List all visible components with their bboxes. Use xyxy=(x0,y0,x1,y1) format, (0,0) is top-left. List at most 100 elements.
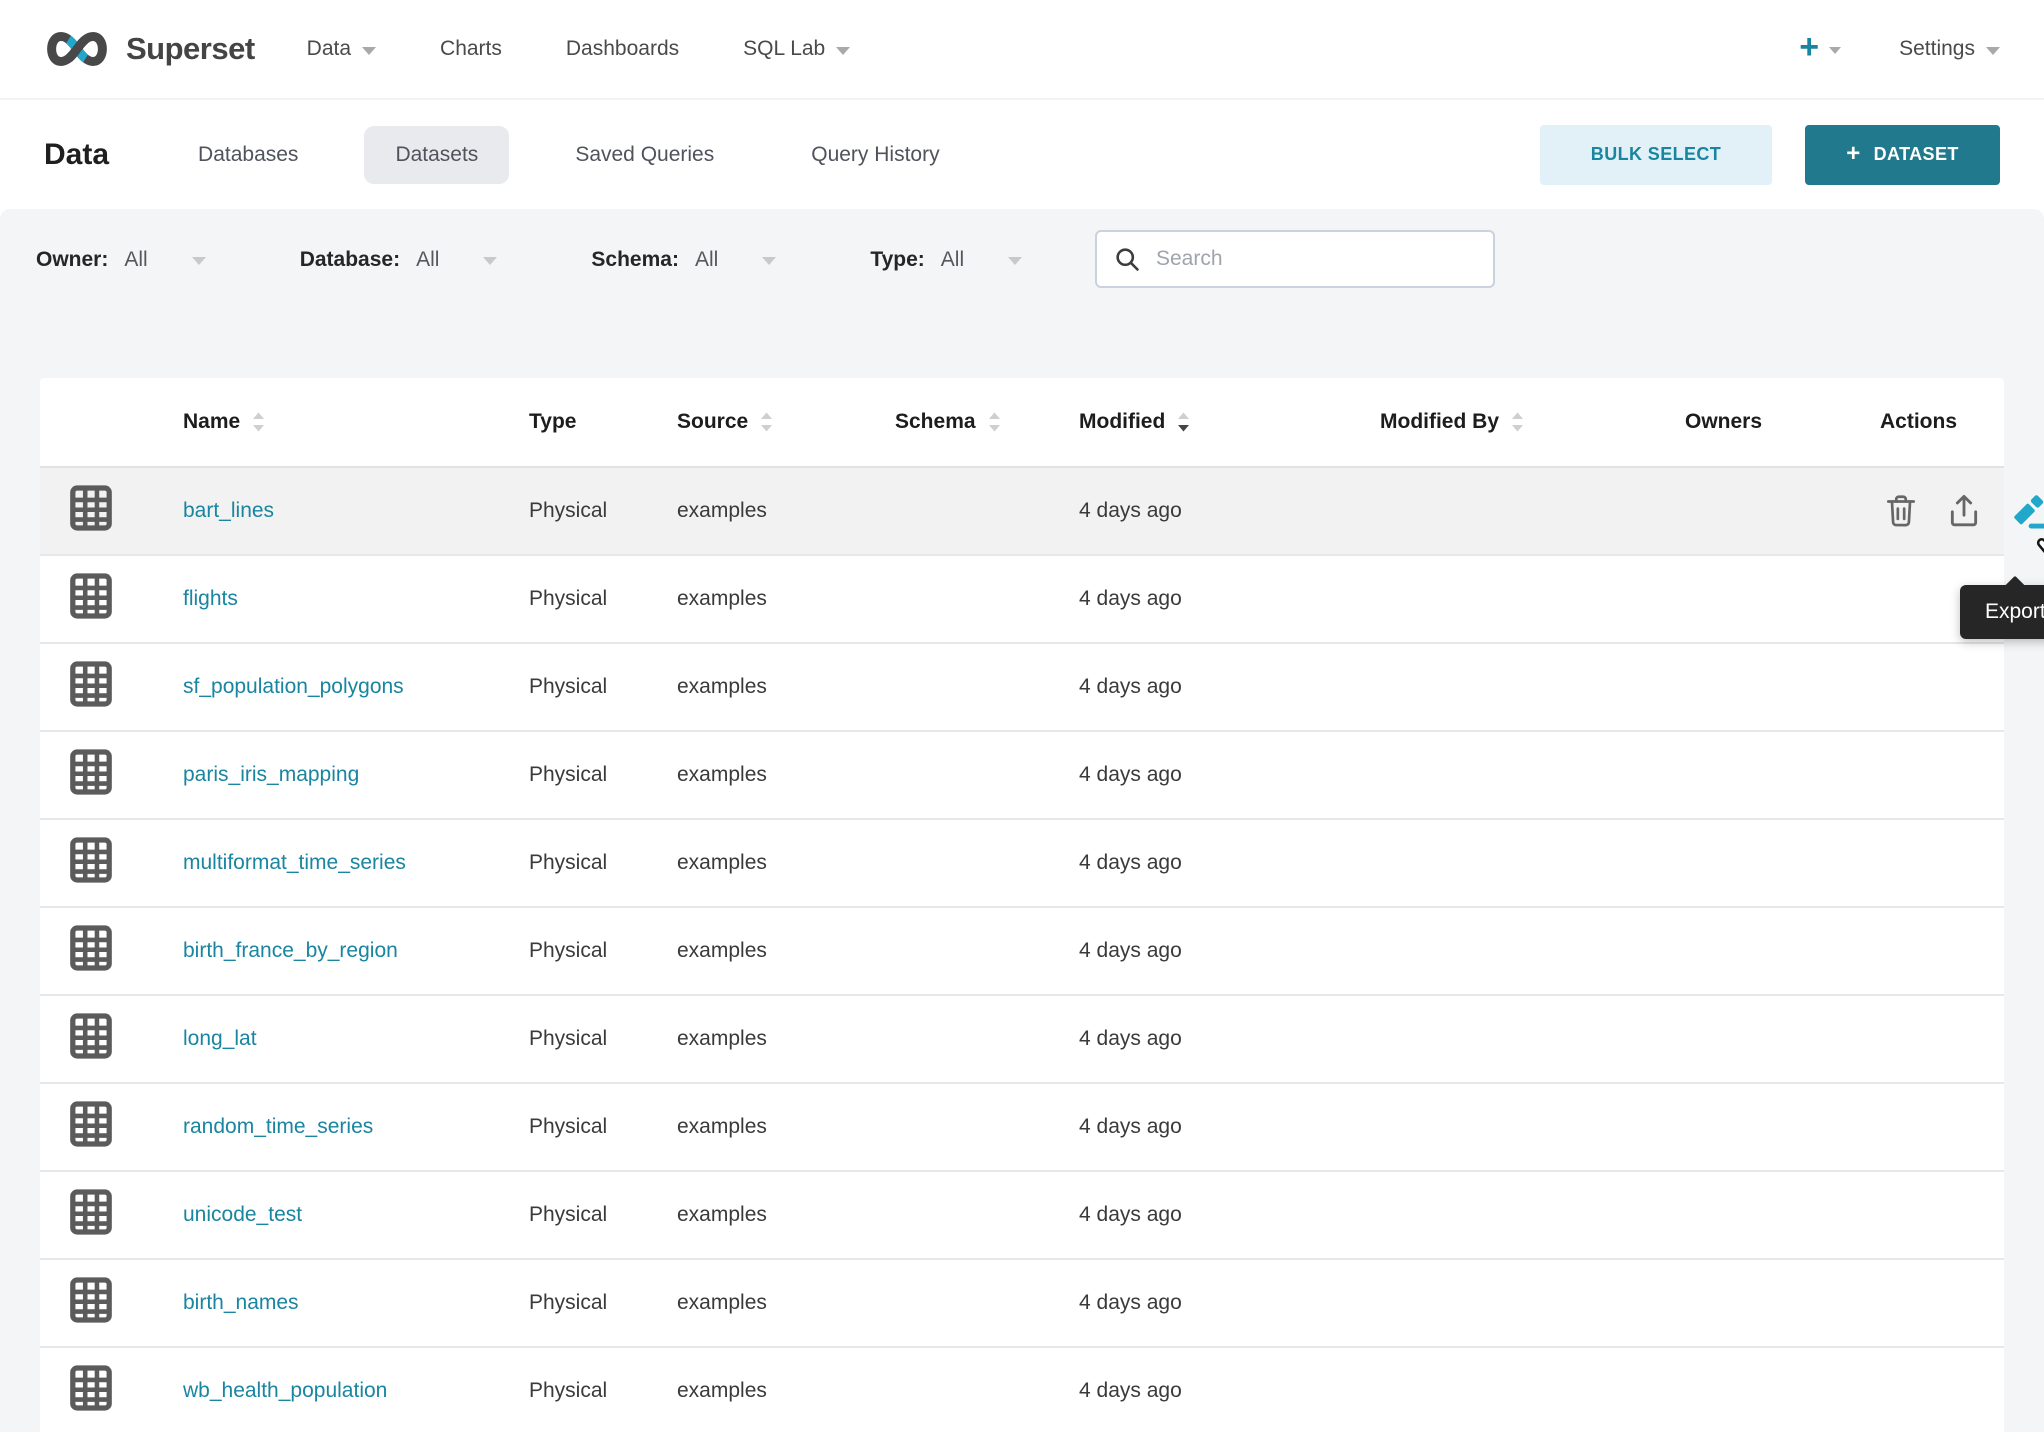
cell-source: examples xyxy=(677,499,767,522)
dataset-name-link[interactable]: paris_iris_mapping xyxy=(183,763,360,786)
dataset-table-icon xyxy=(70,925,112,971)
filter-bar: Owner: All Database: All Schema: All Typ… xyxy=(0,209,2044,310)
chevron-down-icon xyxy=(1829,47,1842,54)
table-row: paris_iris_mapping Physical examples 4 d… xyxy=(40,732,2004,820)
cell-modified: 4 days ago xyxy=(1079,675,1182,698)
filter-owner[interactable]: Owner: All xyxy=(36,248,206,272)
main-nav: Data Charts Dashboards SQL Lab xyxy=(307,37,851,61)
sort-icon xyxy=(1512,412,1523,432)
dataset-name-link[interactable]: birth_france_by_region xyxy=(183,939,398,962)
dataset-name-link[interactable]: unicode_test xyxy=(183,1203,303,1226)
edit-button[interactable] xyxy=(2008,490,2044,532)
search-input[interactable] xyxy=(1154,246,1477,272)
cell-type: Physical xyxy=(529,763,608,786)
table-row: long_lat Physical examples 4 days ago xyxy=(40,996,2004,1084)
cell-modified: 4 days ago xyxy=(1079,851,1182,874)
dataset-table-icon xyxy=(70,485,112,531)
cell-type: Physical xyxy=(529,1203,608,1226)
nav-item-charts[interactable]: Charts xyxy=(440,37,502,60)
table-row: birth_france_by_region Physical examples… xyxy=(40,908,2004,996)
table-row: multiformat_time_series Physical example… xyxy=(40,820,2004,908)
page-header: Data Databases Datasets Saved Queries Query… xyxy=(0,100,2044,209)
cell-modified: 4 days ago xyxy=(1079,1203,1182,1226)
dataset-name-link[interactable]: wb_health_population xyxy=(183,1379,388,1402)
search-icon xyxy=(1116,248,1139,271)
dataset-table-icon xyxy=(70,1365,112,1411)
dataset-name-link[interactable]: multiformat_time_series xyxy=(183,851,406,874)
dataset-name-link[interactable]: birth_names xyxy=(183,1291,299,1314)
nav-item-data[interactable]: Data xyxy=(307,37,377,61)
edit-icon xyxy=(2014,495,2044,529)
table-row: flights Physical examples 4 days ago xyxy=(40,556,2004,644)
section-tabs: Databases Datasets Saved Queries Query Hist… xyxy=(167,125,971,184)
filter-database[interactable]: Database: All xyxy=(300,248,498,272)
dataset-icon-cell xyxy=(40,1101,143,1153)
dataset-name-link[interactable]: sf_population_polygons xyxy=(183,675,404,698)
tab-saved-queries[interactable]: Saved Queries xyxy=(575,142,715,166)
sort-icon xyxy=(988,412,1000,432)
column-header-name[interactable]: Name xyxy=(143,410,489,434)
cell-type: Physical xyxy=(529,1027,608,1050)
dataset-icon-cell xyxy=(40,573,143,625)
filter-type[interactable]: Type: All xyxy=(870,248,1023,272)
cell-source: examples xyxy=(677,1379,767,1402)
dataset-name-link[interactable]: flights xyxy=(183,587,238,610)
dataset-icon-cell xyxy=(40,925,143,977)
tab-query-history[interactable]: Query History xyxy=(811,142,940,166)
cell-type: Physical xyxy=(529,675,608,698)
table-row: birth_names Physical examples 4 days ago xyxy=(40,1260,2004,1348)
cell-type: Physical xyxy=(529,939,608,962)
cell-modified: 4 days ago xyxy=(1079,1291,1182,1314)
dataset-table-icon xyxy=(70,661,112,707)
column-header-owners: Owners xyxy=(1685,410,1763,433)
settings-menu[interactable]: Settings xyxy=(1899,37,2000,61)
dataset-icon-cell xyxy=(40,1189,143,1241)
cell-source: examples xyxy=(677,1291,767,1314)
export-button[interactable] xyxy=(1944,491,1984,531)
cell-type: Physical xyxy=(529,587,608,610)
tab-datasets[interactable]: Datasets xyxy=(364,125,510,184)
tab-databases[interactable]: Databases xyxy=(198,142,299,166)
cell-type: Physical xyxy=(529,1291,608,1314)
nav-item-dashboards[interactable]: Dashboards xyxy=(565,37,680,60)
cell-source: examples xyxy=(677,1203,767,1226)
settings-label: Settings xyxy=(1899,37,1975,60)
dataset-name-link[interactable]: random_time_series xyxy=(183,1115,374,1138)
chevron-down-icon xyxy=(1986,46,2000,55)
search-box xyxy=(1095,230,1495,288)
dataset-table-icon xyxy=(70,749,112,795)
nav-item-sql-lab[interactable]: SQL Lab xyxy=(743,37,851,61)
new-item-menu[interactable]: + xyxy=(1799,30,1842,64)
cell-type: Physical xyxy=(529,499,608,522)
cell-type: Physical xyxy=(529,851,608,874)
plus-icon: + xyxy=(1846,139,1861,167)
add-dataset-button[interactable]: + DATASET xyxy=(1805,124,2000,185)
cell-source: examples xyxy=(677,939,767,962)
column-header-modified_by[interactable]: Modified By xyxy=(1340,410,1645,434)
dataset-icon-cell xyxy=(40,1277,143,1329)
delete-button[interactable] xyxy=(1882,492,1920,530)
filter-schema[interactable]: Schema: All xyxy=(591,248,777,272)
cell-source: examples xyxy=(677,1027,767,1050)
column-header-schema[interactable]: Schema xyxy=(855,410,1039,434)
column-header-source[interactable]: Source xyxy=(637,410,855,434)
datasets-table: Name Type Source Schema Modified Modified… xyxy=(40,378,2044,1432)
table-row: random_time_series Physical examples 4 d… xyxy=(40,1084,2004,1172)
dataset-name-link[interactable]: bart_lines xyxy=(183,499,275,522)
cell-modified: 4 days ago xyxy=(1079,1027,1182,1050)
sort-icon xyxy=(761,412,773,432)
plus-icon: + xyxy=(1799,28,1820,66)
row-actions: Export xyxy=(1880,490,2044,639)
dataset-name-link[interactable]: long_lat xyxy=(183,1027,257,1050)
dataset-icon-cell xyxy=(40,749,143,801)
add-dataset-label: DATASET xyxy=(1873,144,1959,164)
column-header-modified[interactable]: Modified xyxy=(1039,410,1340,434)
dataset-table-icon xyxy=(70,1013,112,1059)
superset-logo[interactable]: Superset xyxy=(44,28,255,70)
table-row: sf_population_polygons Physical examples… xyxy=(40,644,2004,732)
bulk-select-button[interactable]: BULK SELECT xyxy=(1540,124,1772,185)
dataset-table-icon xyxy=(70,1277,112,1323)
table-row: unicode_test Physical examples 4 days ag… xyxy=(40,1172,2004,1260)
cell-modified: 4 days ago xyxy=(1079,1379,1182,1402)
chevron-down-icon xyxy=(1008,257,1023,265)
